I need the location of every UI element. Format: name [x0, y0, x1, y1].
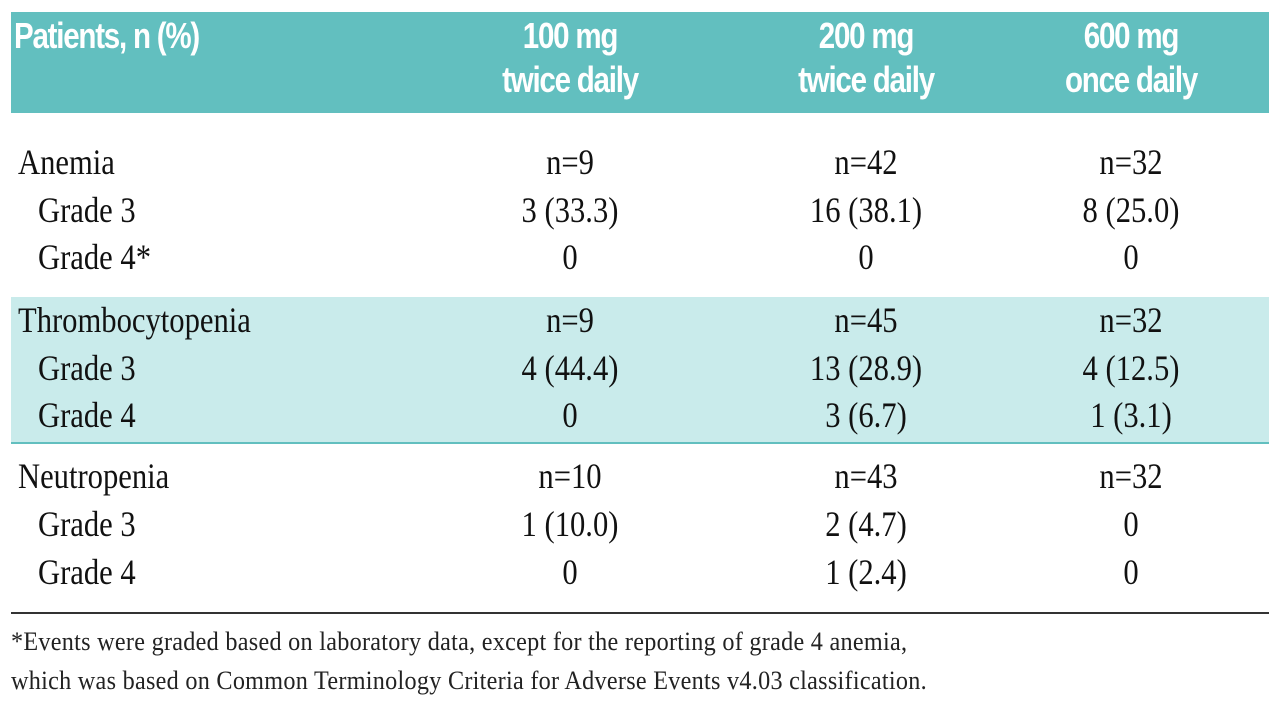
- row-label: Grade 3: [38, 190, 136, 230]
- cell-value: n=9: [546, 300, 594, 340]
- row-label: Grade 4: [38, 395, 136, 435]
- cell-value: 4 (12.5): [1082, 348, 1180, 388]
- cell-value: 3 (6.7): [825, 395, 907, 435]
- table-row: Thrombocytopenia n=9 n=45 n=32: [0, 296, 1280, 344]
- cell-value: n=9: [546, 142, 594, 182]
- cell-value: n=32: [1099, 456, 1163, 496]
- table-row: Grade 3 3 (33.3) 16 (38.1) 8 (25.0): [0, 186, 1280, 234]
- cell-value: 8 (25.0): [1082, 190, 1180, 230]
- table-row: Grade 4* 0 0 0: [0, 233, 1280, 281]
- cell-value: 0: [562, 237, 578, 277]
- cell-value: 3 (33.3): [521, 190, 619, 230]
- cell-value: n=43: [834, 456, 898, 496]
- cell-value: 2 (4.7): [825, 504, 907, 544]
- cell-value: n=32: [1099, 300, 1163, 340]
- footnote-line: which was based on Common Terminology Cr…: [11, 666, 927, 695]
- table-row: Neutropenia n=10 n=43 n=32: [0, 452, 1280, 500]
- cell-value: 0: [1123, 552, 1139, 592]
- table-row: Grade 4 0 3 (6.7) 1 (3.1): [0, 391, 1280, 439]
- table-row: Grade 4 0 1 (2.4) 0: [0, 548, 1280, 596]
- cell-value: 1 (10.0): [521, 504, 619, 544]
- cell-value: 4 (44.4): [521, 348, 619, 388]
- cell-value: 13 (28.9): [809, 348, 923, 388]
- cell-value: 0: [1123, 237, 1139, 277]
- row-label: Anemia: [18, 142, 115, 182]
- table-row: Anemia n=9 n=42 n=32: [0, 138, 1280, 186]
- footnote-line: *Events were graded based on laboratory …: [11, 627, 908, 656]
- row-label: Thrombocytopenia: [18, 300, 251, 340]
- header-600mg: 600 mg once daily: [1064, 15, 1198, 100]
- table-header: [11, 12, 1269, 113]
- table-row: Grade 3 1 (10.0) 2 (4.7) 0: [0, 500, 1280, 548]
- cell-value: 1 (2.4): [825, 552, 907, 592]
- cell-value: 0: [562, 395, 578, 435]
- header-200mg: 200 mg twice daily: [798, 15, 935, 100]
- row-label: Grade 3: [38, 348, 136, 388]
- cell-value: 1 (3.1): [1090, 395, 1172, 435]
- row-label: Grade 3: [38, 504, 136, 544]
- cell-value: n=45: [834, 300, 898, 340]
- cell-value: 0: [858, 237, 874, 277]
- row-label: Grade 4: [38, 552, 136, 592]
- cell-value: 0: [562, 552, 578, 592]
- cell-value: n=10: [538, 456, 602, 496]
- cell-value: 0: [1123, 504, 1139, 544]
- cell-value: n=42: [834, 142, 898, 182]
- row-label: Neutropenia: [18, 456, 170, 496]
- header-patients: Patients, n (%): [14, 15, 200, 56]
- footnote: *Events were graded based on laboratory …: [11, 622, 1269, 700]
- footer-rule: [11, 612, 1269, 614]
- thrombocytopenia-band: [11, 297, 1269, 444]
- cell-value: n=32: [1099, 142, 1163, 182]
- header-100mg: 100 mg twice daily: [502, 15, 639, 100]
- row-label: Grade 4*: [38, 237, 152, 277]
- cell-value: 16 (38.1): [809, 190, 923, 230]
- table-row: Grade 3 4 (44.4) 13 (28.9) 4 (12.5): [0, 344, 1280, 392]
